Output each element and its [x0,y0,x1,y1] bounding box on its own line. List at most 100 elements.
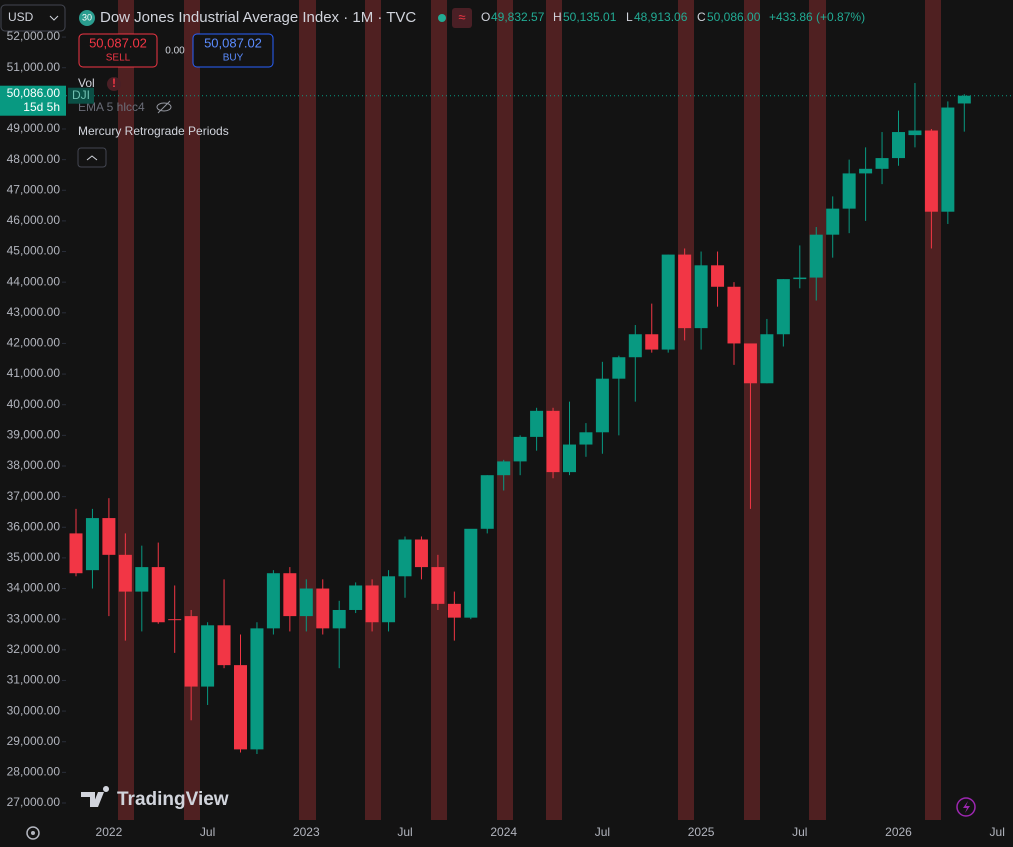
sell-label[interactable]: SELL [106,53,131,64]
collapse-button[interactable] [77,147,107,168]
candle-body [628,334,642,358]
band [365,0,381,820]
candle-body [776,279,790,335]
candle-body [431,567,445,604]
y-tick-label: 41,000.00 [7,366,61,380]
indicator-ema[interactable]: EMA 5 hlcc4 [78,100,145,114]
candle-body [743,343,757,384]
band [497,0,513,820]
candle-body [414,539,428,568]
x-tick-label: Jul [595,825,610,839]
low-label: L [626,10,633,24]
band [118,0,134,820]
y-tick-label: 45,000.00 [7,244,61,258]
candle-body [283,573,297,617]
band [184,0,200,820]
retrograde-bands [118,0,941,820]
buy-label[interactable]: BUY [223,53,244,64]
settings-button[interactable] [26,826,40,840]
candle-body [711,265,725,287]
y-tick-label: 40,000.00 [7,397,61,411]
x-tick-label: 2023 [293,825,320,839]
candle-body [316,588,330,629]
data-flag-icon: ≈ [458,9,465,24]
market-status [438,14,446,22]
candle-body [760,334,774,384]
indicator-vol[interactable]: Vol [78,76,95,90]
candle-body [661,254,675,350]
candle-body [727,286,741,344]
indicator-mercury[interactable]: Mercury Retrograde Periods [78,124,229,138]
collapse-icon [86,155,98,161]
candle-body [135,567,149,592]
data-flag [452,8,472,28]
y-tick-label: 34,000.00 [7,581,61,595]
sell-price[interactable]: 50,087.02 [89,35,147,50]
candle-body [908,130,922,136]
low-value: 48,913.06 [634,10,688,24]
band [678,0,694,820]
candle-body [447,603,461,618]
y-tick-label: 33,000.00 [7,611,61,625]
sell-button[interactable] [78,33,158,68]
candle-body [299,588,313,617]
y-tick-label: 48,000.00 [7,152,61,166]
close-value: 50,086.00 [707,10,761,24]
band [431,0,447,820]
buy-price[interactable]: 50,087.02 [204,35,262,50]
candle-body [201,625,215,687]
candle-body [678,254,692,329]
candle-body [809,234,823,278]
x-tick-label: 2026 [885,825,912,839]
y-tick-label: 30,000.00 [7,703,61,717]
candle-body [892,132,905,159]
lightning-icon [963,801,970,813]
candle-body [365,585,379,623]
band [744,0,760,820]
watermark: TradingView [81,785,229,810]
buy-button[interactable] [192,33,274,68]
candle-body [563,444,576,473]
y-tick-label: 52,000.00 [7,29,61,43]
band [809,0,826,820]
candle-body [480,475,494,529]
y-tick-label: 43,000.00 [7,305,61,319]
chevron [49,15,59,21]
spread: 0.00 [165,46,185,57]
title[interactable]: Dow Jones Industrial Average Index · 1M … [100,9,416,26]
lightning-button[interactable] [956,797,976,817]
x-tick-label: 2025 [688,825,715,839]
y-tick-label: 42,000.00 [7,336,61,350]
candle-body [941,107,955,212]
currency[interactable]: USD [8,10,34,24]
y-tick-label: 37,000.00 [7,489,61,503]
candle-body [842,173,856,209]
candle-body [168,619,182,621]
watermark-text: TradingView [117,789,229,810]
y-tick-label: 32,000.00 [7,642,61,656]
candle-body [793,277,807,280]
settings-dot [31,831,35,835]
candle-body [184,616,198,687]
currency-select[interactable] [0,4,66,32]
y-axis: 27,000.00 28,000.00 29,000.00 30,000.00 31,0… [7,29,1005,839]
hidden-icon[interactable] [156,100,172,114]
symbol-badge-bg [79,10,95,26]
band [925,0,941,820]
x-tick-label: Jul [200,825,215,839]
candle-body [497,461,511,476]
high-value: 50,135.01 [563,10,617,24]
change: +433.86 (+0.87%) [769,10,865,24]
band [546,0,562,820]
candle-body [250,628,264,750]
candle-body [464,528,478,618]
candle-body [546,410,560,473]
candle-body [645,334,659,350]
overlay: TradingView USD 30 Dow Jones Industrial … [0,4,976,840]
close-label: C [697,10,706,24]
x-tick-label: 2024 [490,825,517,839]
last-price-tag [0,85,66,116]
